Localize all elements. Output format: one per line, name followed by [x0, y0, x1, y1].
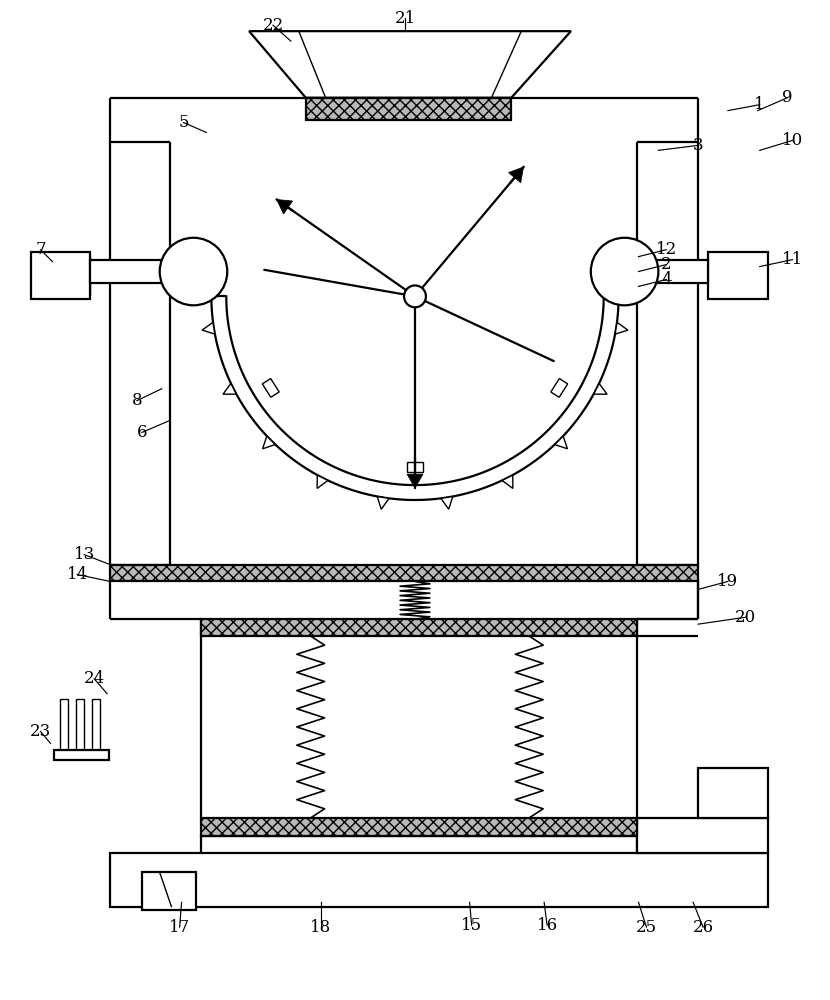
- Text: 7: 7: [35, 241, 46, 258]
- Bar: [305, 98, 511, 120]
- Polygon shape: [276, 200, 293, 214]
- Text: 26: 26: [692, 919, 714, 936]
- Text: 20: 20: [735, 609, 756, 626]
- Text: 21: 21: [394, 10, 416, 27]
- Polygon shape: [203, 322, 215, 334]
- Circle shape: [159, 238, 227, 305]
- Bar: [55, 750, 109, 760]
- Bar: [202, 818, 637, 836]
- Bar: [202, 836, 637, 854]
- Text: 5: 5: [178, 114, 188, 131]
- Text: 16: 16: [536, 917, 558, 934]
- Polygon shape: [615, 322, 627, 334]
- Text: 11: 11: [782, 251, 803, 268]
- Text: 1: 1: [754, 96, 765, 113]
- Text: 25: 25: [636, 919, 657, 936]
- Bar: [637, 818, 768, 853]
- Polygon shape: [262, 379, 279, 397]
- Polygon shape: [223, 384, 237, 394]
- Text: 22: 22: [262, 17, 284, 34]
- Bar: [698, 768, 768, 818]
- Text: 4: 4: [661, 271, 671, 288]
- Polygon shape: [317, 475, 328, 488]
- Polygon shape: [249, 31, 571, 98]
- Text: 6: 6: [137, 424, 147, 441]
- Bar: [110, 565, 698, 581]
- Text: 2: 2: [661, 256, 671, 273]
- Text: 9: 9: [782, 89, 793, 106]
- Bar: [61, 699, 68, 753]
- Bar: [31, 252, 90, 299]
- Text: 3: 3: [693, 137, 703, 154]
- Bar: [628, 260, 708, 283]
- Polygon shape: [441, 497, 452, 509]
- Bar: [92, 699, 100, 753]
- Bar: [708, 252, 768, 299]
- Bar: [110, 853, 768, 907]
- Text: 12: 12: [656, 241, 677, 258]
- Polygon shape: [509, 167, 524, 183]
- Circle shape: [591, 238, 658, 305]
- Text: 13: 13: [74, 546, 95, 563]
- Bar: [142, 872, 197, 910]
- Text: 18: 18: [310, 919, 331, 936]
- Text: 10: 10: [782, 132, 803, 149]
- Text: 24: 24: [84, 670, 105, 687]
- Text: 15: 15: [461, 917, 482, 934]
- Polygon shape: [262, 436, 276, 449]
- Circle shape: [404, 285, 426, 307]
- Polygon shape: [551, 379, 568, 397]
- Bar: [76, 699, 84, 753]
- Bar: [90, 260, 169, 283]
- Polygon shape: [407, 474, 423, 488]
- Text: 23: 23: [30, 723, 51, 740]
- Polygon shape: [378, 497, 389, 509]
- Bar: [202, 619, 637, 636]
- Polygon shape: [502, 475, 513, 488]
- Polygon shape: [554, 436, 568, 449]
- Text: 8: 8: [132, 392, 142, 409]
- Text: 17: 17: [169, 919, 190, 936]
- Text: 14: 14: [66, 566, 88, 583]
- Text: 19: 19: [717, 573, 739, 590]
- Polygon shape: [407, 462, 423, 472]
- Polygon shape: [593, 384, 607, 394]
